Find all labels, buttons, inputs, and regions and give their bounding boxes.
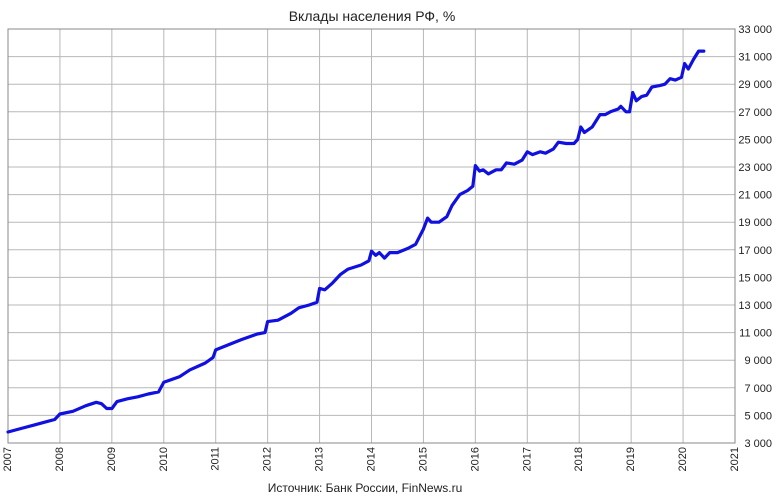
y-tick-label: 11 000 bbox=[739, 328, 772, 340]
y-tick-label: 19 000 bbox=[738, 217, 772, 229]
x-tick-label: 2018 bbox=[573, 447, 585, 471]
y-tick-label: 3 000 bbox=[744, 438, 772, 450]
x-tick-label: 2014 bbox=[366, 447, 378, 471]
x-tick-label: 2019 bbox=[625, 447, 637, 471]
y-tick-label: 13 000 bbox=[738, 300, 772, 312]
x-tick-label: 2020 bbox=[677, 447, 689, 471]
y-tick-label: 21 000 bbox=[738, 190, 772, 202]
x-tick-label: 2021 bbox=[729, 447, 741, 471]
y-tick-label: 17 000 bbox=[738, 245, 772, 257]
x-tick-label: 2016 bbox=[469, 447, 481, 471]
x-tick-label: 2012 bbox=[262, 447, 274, 471]
x-tick-label: 2011 bbox=[210, 447, 222, 471]
chart-source: Источник: Банк России, FinNews.ru bbox=[268, 481, 463, 495]
plot-frame bbox=[7, 28, 736, 444]
chart-title: Вклады населения РФ, % bbox=[289, 8, 456, 24]
x-tick-label: 2017 bbox=[521, 447, 533, 471]
x-tick-label: 2009 bbox=[106, 447, 118, 471]
y-tick-label: 15 000 bbox=[738, 272, 772, 284]
y-tick-label: 31 000 bbox=[738, 52, 772, 64]
series-layer bbox=[6, 49, 706, 434]
y-tick-label: 33 000 bbox=[738, 24, 772, 36]
x-tick-label: 2008 bbox=[54, 447, 66, 471]
y-tick-label: 25 000 bbox=[738, 134, 772, 146]
grid bbox=[7, 28, 736, 444]
y-tick-label: 5 000 bbox=[744, 410, 772, 422]
series-line bbox=[6, 49, 706, 434]
y-tick-label: 23 000 bbox=[738, 162, 772, 174]
y-tick-label: 27 000 bbox=[738, 107, 772, 119]
y-axis: 3 000 5 000 7 000 9 000 11 000 13 000 15 000 17… bbox=[738, 24, 772, 450]
y-tick-label: 9 000 bbox=[744, 355, 772, 367]
x-tick-label: 2010 bbox=[158, 447, 170, 471]
x-tick-label: 2015 bbox=[417, 447, 429, 471]
x-tick-label: 2013 bbox=[314, 447, 326, 471]
x-tick-label: 2007 bbox=[2, 447, 14, 471]
y-tick-label: 7 000 bbox=[744, 383, 772, 395]
x-axis: 2007 2008 2009 2010 2011 2012 2013 2014 2015 2016… bbox=[2, 447, 741, 471]
y-tick-label: 29 000 bbox=[738, 79, 772, 91]
